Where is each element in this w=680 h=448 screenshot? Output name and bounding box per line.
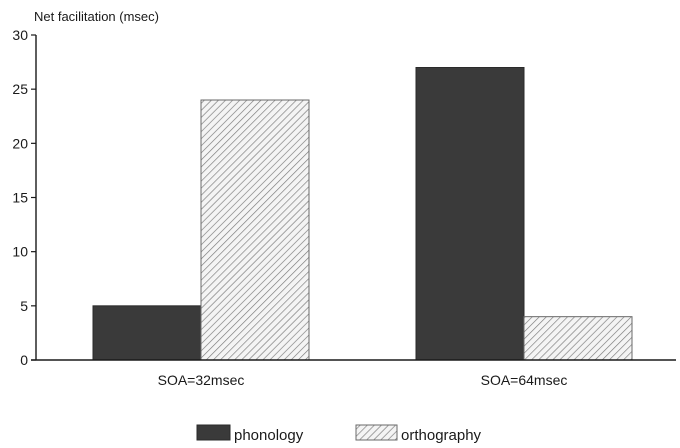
y-tick-label: 0 — [20, 352, 28, 368]
legend-label-orthography: orthography — [401, 427, 482, 443]
y-axis: 0 5 10 15 20 25 30 — [12, 27, 37, 368]
bar-phonology-1 — [92, 305, 202, 361]
y-tick-label: 15 — [12, 190, 28, 206]
y-tick-label: 10 — [12, 244, 28, 260]
y-tick-label: 20 — [12, 135, 28, 151]
bar-orthography-1 — [200, 99, 310, 361]
legend-label-phonology: phonology — [234, 427, 304, 443]
y-axis-title: Net facilitation (msec) — [34, 9, 159, 24]
y-tick-label: 25 — [12, 81, 28, 97]
x-tick-label: SOA=64msec — [481, 372, 568, 388]
bar-phonology-2 — [415, 67, 525, 361]
legend-swatch-phonology — [196, 424, 231, 441]
legend-swatch-orthography — [355, 424, 398, 441]
y-tick-label: 5 — [20, 298, 28, 314]
bars — [92, 67, 633, 361]
legend: phonology orthography — [196, 424, 482, 444]
y-tick-label: 30 — [12, 27, 28, 43]
x-tick-label: SOA=32msec — [158, 372, 245, 388]
bar-orthography-2 — [523, 316, 633, 361]
x-axis: SOA=32msec SOA=64msec — [31, 359, 676, 388]
